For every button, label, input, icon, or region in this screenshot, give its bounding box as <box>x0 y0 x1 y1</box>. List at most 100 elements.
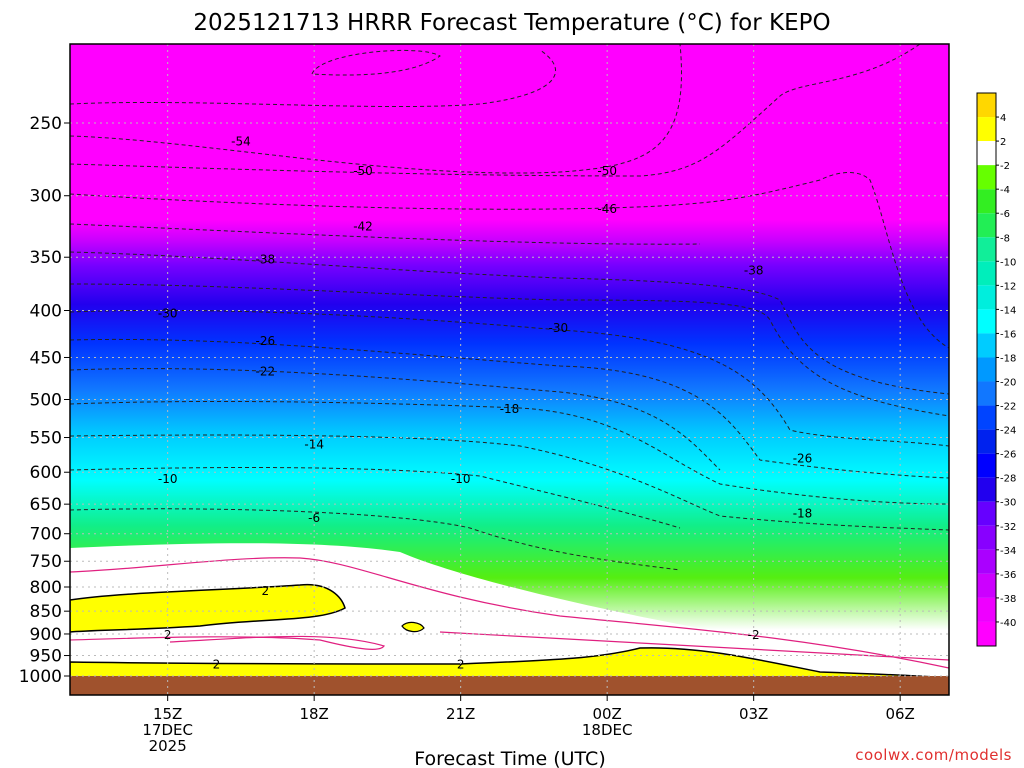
colorbar-swatch <box>977 333 996 358</box>
colorbar-label: -2 <box>1000 161 1010 172</box>
colorbar-label: 4 <box>1000 113 1006 124</box>
contour-label: 2 <box>457 658 465 672</box>
y-tick-label: 450 <box>30 348 62 368</box>
colorbar-label: -36 <box>1000 570 1016 581</box>
colorbar-swatch <box>977 453 996 478</box>
colorbar-frame <box>976 92 997 647</box>
contour-label: -14 <box>304 438 324 452</box>
colorbar-swatch <box>977 573 996 598</box>
colorbar-label: -34 <box>1000 546 1016 557</box>
colorbar-swatch <box>977 477 996 502</box>
contour-label: 2 <box>262 584 270 598</box>
colorbar-label: -6 <box>1000 209 1010 220</box>
colorbar-swatch <box>977 549 996 574</box>
warm-nose-band <box>70 583 346 633</box>
contour-label: -18 <box>793 506 813 520</box>
y-tick-label: 900 <box>30 625 62 645</box>
x-tick-label: 00Z <box>592 705 621 723</box>
colorbar-label: -40 <box>1000 618 1016 629</box>
contour-label: -18 <box>500 402 520 416</box>
warm-pocket <box>401 621 425 633</box>
colorbar-swatch <box>977 165 996 190</box>
colorbar-swatch <box>977 525 996 550</box>
contour-label: -30 <box>158 306 178 320</box>
x-tick-label: 18DEC <box>582 721 633 739</box>
y-tick-label: 1000 <box>19 667 62 687</box>
contour-label: -38 <box>256 252 276 266</box>
credit-text: coolwx.com/models <box>855 746 1012 764</box>
x-tick-label: 06Z <box>885 705 914 723</box>
colorbar-swatch <box>977 237 996 262</box>
x-tick-label: 03Z <box>739 705 768 723</box>
contour-label: -6 <box>308 511 320 525</box>
y-tick-label: 400 <box>30 301 62 321</box>
magenta-contour-upper <box>70 557 949 669</box>
dashed-isotherms <box>70 44 949 571</box>
colorbar-label: -10 <box>1000 257 1016 268</box>
colorbar-label: -4 <box>1000 185 1010 196</box>
colorbar-swatch <box>977 213 996 238</box>
contour-label: -10 <box>158 472 178 486</box>
contour-label: -42 <box>353 219 373 233</box>
colorbar-swatch <box>977 261 996 286</box>
y-tick-label: 950 <box>30 647 62 667</box>
y-tick-label: 550 <box>30 429 62 449</box>
colorbar-swatch <box>977 357 996 382</box>
y-tick-label: 700 <box>30 525 62 545</box>
contour-label: -54 <box>231 135 251 149</box>
colorbar-label: -8 <box>1000 233 1010 244</box>
magenta-contour-lower <box>70 631 949 661</box>
contour-label: -26 <box>256 334 276 348</box>
colorbar-swatch <box>977 429 996 454</box>
y-tick-label: 650 <box>30 495 62 515</box>
colorbar-label: -22 <box>1000 402 1016 413</box>
colorbar-swatch <box>977 189 996 214</box>
contour-label: 2 <box>213 658 221 672</box>
colorbar-swatch <box>977 93 996 118</box>
x-tick-label: 17DEC <box>142 721 193 739</box>
colorbar-swatch <box>977 117 996 142</box>
x-tick-label: 2025 <box>149 737 187 755</box>
y-tick-label: 750 <box>30 552 62 572</box>
contour-label: -2 <box>748 628 760 642</box>
colorbar: 4 2 -2 -4 -6 -8 -10 -12 -14 -16 -18 -20 -22 -24 -26 -28… <box>976 92 1016 647</box>
y-tick-label: 800 <box>30 578 62 598</box>
colorbar-label: -20 <box>1000 378 1016 389</box>
chart-title: 2025121713 HRRR Forecast Temperature (°C… <box>193 10 830 36</box>
colorbar-label: -38 <box>1000 594 1016 605</box>
colorbar-label: -14 <box>1000 305 1016 316</box>
colorbar-label: -12 <box>1000 281 1016 292</box>
contour-label: -46 <box>597 202 617 216</box>
contour-label: -26 <box>793 452 813 466</box>
x-tick-label: 18Z <box>299 705 328 723</box>
contour-label: -10 <box>451 472 471 486</box>
colorbar-label: -28 <box>1000 474 1016 485</box>
contour-label: 2 <box>164 628 172 642</box>
ground <box>70 676 949 695</box>
colorbar-label: -16 <box>1000 329 1016 340</box>
colorbar-swatch <box>977 597 996 622</box>
plot-field <box>70 44 949 695</box>
contour-label: -38 <box>744 264 764 278</box>
plot-frame <box>69 43 950 696</box>
y-tick-label: 500 <box>30 391 62 411</box>
colorbar-label: -24 <box>1000 426 1016 437</box>
y-axis: 250 300 350 400 450 500 550 600 650 700 750 800 850 9… <box>19 114 70 687</box>
colorbar-label: 2 <box>1000 137 1006 148</box>
y-tick-label: 850 <box>30 602 62 622</box>
y-tick-label: 300 <box>30 187 62 207</box>
surface-warm-band <box>70 647 949 681</box>
colorbar-label: -32 <box>1000 522 1016 533</box>
contour-label: -50 <box>353 164 373 178</box>
contour-label: -22 <box>256 364 276 378</box>
colorbar-swatch <box>977 405 996 430</box>
x-axis-label: Forecast Time (UTC) <box>414 748 605 768</box>
grid-lines <box>70 44 949 695</box>
y-tick-label: 350 <box>30 248 62 268</box>
contour-label: -30 <box>549 321 569 335</box>
contour-labels: -54-50 -50-46-42-38-38-30-30-26-22-18-26-… <box>158 135 813 672</box>
colorbar-swatch <box>977 381 996 406</box>
contour-label: -50 <box>597 164 617 178</box>
